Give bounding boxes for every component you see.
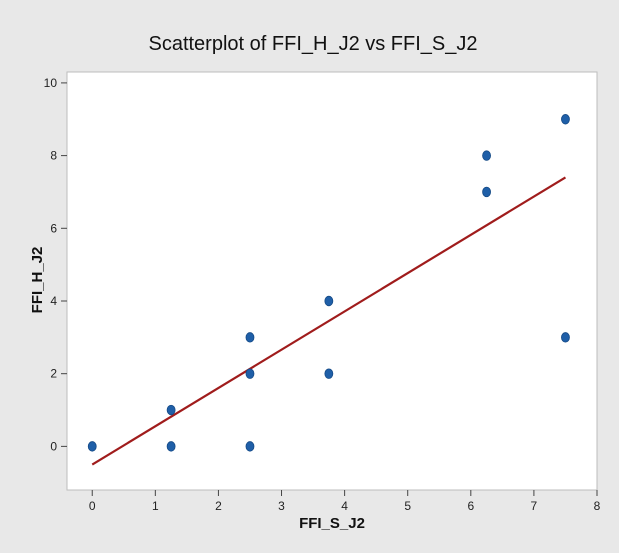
data-point [482,150,491,161]
x-axis: 0 1 2 3 4 5 6 7 8 [89,490,601,513]
x-tick-label: 8 [594,499,601,513]
x-axis-label: FFI_S_J2 [299,515,365,532]
data-point [166,404,176,416]
x-tick-label: 2 [215,499,222,513]
data-point [324,295,334,307]
y-tick-label: 6 [50,221,57,235]
y-axis-label: FFI_H_J2 [29,247,46,314]
plot-area [66,71,598,491]
regression-line [91,176,567,466]
x-tick-label: 7 [531,499,538,513]
x-tick-label: 0 [89,499,96,513]
data-point [87,441,97,452]
x-tick-label: 5 [404,499,411,513]
x-tick-label: 4 [341,499,348,513]
data-point [166,441,176,452]
x-tick-label: 1 [152,499,159,513]
data-point [561,332,570,343]
y-tick-label: 0 [50,439,57,453]
data-point [482,186,491,198]
regression-line-group [91,176,567,466]
data-point [245,441,255,452]
data-point [561,114,570,125]
data-point [245,332,255,343]
y-tick-label: 10 [44,76,58,90]
data-point [245,368,255,379]
chart-title: Scatterplot of FFI_H_J2 vs FFI_S_J2 [148,33,477,55]
y-tick-label: 4 [50,294,57,308]
y-tick-label: 2 [50,367,57,381]
x-tick-label: 3 [278,499,285,513]
y-axis: 0 2 4 6 8 10 [44,76,67,453]
x-tick-label: 6 [467,499,474,513]
y-tick-label: 8 [50,149,57,163]
data-point [324,368,334,379]
data-points [87,114,570,452]
